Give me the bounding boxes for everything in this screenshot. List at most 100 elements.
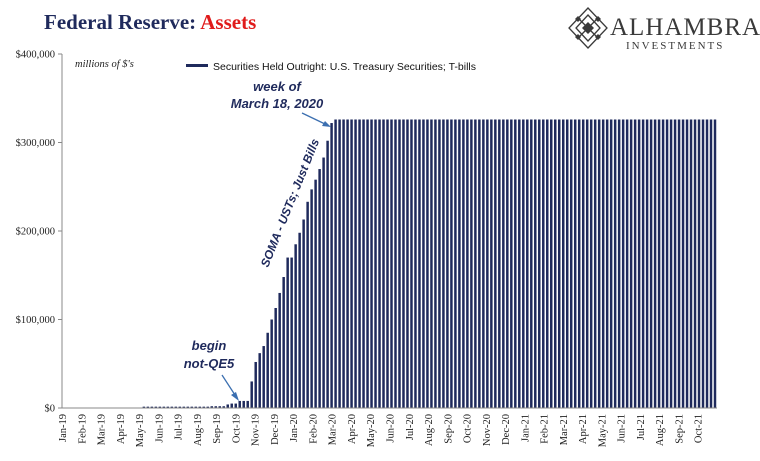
x-tick-label: Mar-19 — [97, 414, 108, 445]
bar — [410, 119, 413, 409]
bar — [202, 406, 206, 408]
bar — [330, 123, 333, 408]
bar — [558, 119, 561, 409]
bar-series — [142, 119, 717, 409]
bar — [298, 232, 301, 408]
annotation-begin-line2: not-QE5 — [184, 356, 235, 371]
bar — [585, 119, 589, 409]
bar — [685, 119, 689, 409]
x-tick-label: Aug-19 — [193, 414, 204, 446]
bar — [142, 406, 146, 408]
x-tick-label: Jun-21 — [617, 414, 628, 443]
bar — [226, 404, 229, 408]
x-tick-label: Jan-20 — [289, 414, 300, 442]
x-tick-label: Sep-19 — [212, 414, 223, 444]
bar — [418, 119, 421, 409]
bar — [406, 119, 409, 409]
bar — [342, 119, 345, 409]
bar — [358, 119, 361, 409]
bar — [498, 119, 501, 409]
bar — [450, 119, 453, 409]
bar — [266, 332, 269, 408]
y-tick-label: $400,000 — [16, 50, 55, 61]
bar — [470, 119, 473, 409]
bar — [494, 119, 497, 409]
x-tick-label: Jun-20 — [386, 414, 397, 443]
y-tick-label: $200,000 — [16, 227, 55, 238]
bar — [569, 119, 573, 409]
bar — [378, 119, 381, 409]
x-tick-label: Oct-19 — [231, 414, 242, 443]
y-tick-label: $0 — [45, 404, 56, 415]
bar — [550, 119, 553, 409]
bar — [374, 119, 377, 409]
bar — [334, 119, 337, 409]
bar — [442, 119, 445, 409]
bar — [186, 406, 190, 408]
bar — [502, 119, 505, 409]
bar — [538, 119, 541, 409]
bar — [661, 119, 665, 409]
x-tick-label: May-19 — [135, 414, 146, 447]
bar — [474, 119, 477, 409]
bar — [290, 257, 293, 408]
bar — [621, 119, 625, 409]
bar — [242, 400, 245, 408]
bar — [601, 119, 605, 409]
annotation-begin: begin not-QE5 — [184, 338, 239, 401]
bar — [286, 257, 289, 408]
annotation-begin-line1: begin — [192, 338, 227, 353]
bar — [222, 406, 225, 408]
bar — [178, 406, 182, 408]
bar — [458, 119, 461, 409]
x-tick-label: May-21 — [597, 414, 608, 447]
annotation-begin-arrowhead — [231, 392, 239, 401]
annotation-week-line1: week of — [253, 79, 302, 94]
bar — [354, 119, 357, 409]
bar — [478, 119, 481, 409]
alhambra-logo: ALHAMBRA INVESTMENTS — [566, 6, 760, 54]
bar — [454, 119, 457, 409]
bar — [486, 119, 489, 409]
bar — [326, 140, 329, 409]
bar — [386, 119, 389, 409]
bar — [258, 353, 261, 408]
bar — [314, 179, 317, 408]
x-tick-label: Nov-20 — [482, 414, 493, 446]
bar — [629, 119, 633, 409]
bar — [210, 406, 214, 408]
bar — [482, 119, 485, 409]
x-tick-label: Jan-19 — [58, 414, 69, 442]
logo-subtitle: INVESTMENTS — [626, 40, 725, 52]
x-tick-label: Oct-21 — [694, 414, 705, 443]
bar — [573, 119, 577, 409]
bar — [182, 406, 186, 408]
y-tick-label: $100,000 — [16, 315, 55, 326]
bar — [146, 406, 150, 408]
bar — [398, 119, 401, 409]
bar — [250, 381, 253, 408]
bar — [693, 119, 697, 409]
bar — [170, 406, 174, 408]
bar — [677, 119, 681, 409]
x-tick-label: Dec-20 — [501, 414, 512, 445]
bar — [302, 219, 305, 408]
y-tick-label: $300,000 — [16, 138, 55, 149]
bar — [490, 119, 493, 409]
x-tick-label: Feb-20 — [308, 414, 319, 444]
bar — [350, 119, 353, 409]
annotation-week: week of March 18, 2020 — [231, 79, 331, 127]
legend-label: Securities Held Outright: U.S. Treasury … — [213, 61, 476, 73]
bar — [665, 119, 669, 409]
annotation-week-arrowhead — [322, 121, 331, 127]
bar — [206, 406, 210, 408]
bar — [697, 119, 701, 409]
bar — [234, 403, 237, 408]
bar — [466, 119, 469, 409]
bar — [198, 406, 202, 408]
bar — [605, 119, 609, 409]
logo-name: ALHAMBRA — [610, 14, 760, 41]
bar — [430, 119, 433, 409]
bar — [270, 319, 273, 408]
